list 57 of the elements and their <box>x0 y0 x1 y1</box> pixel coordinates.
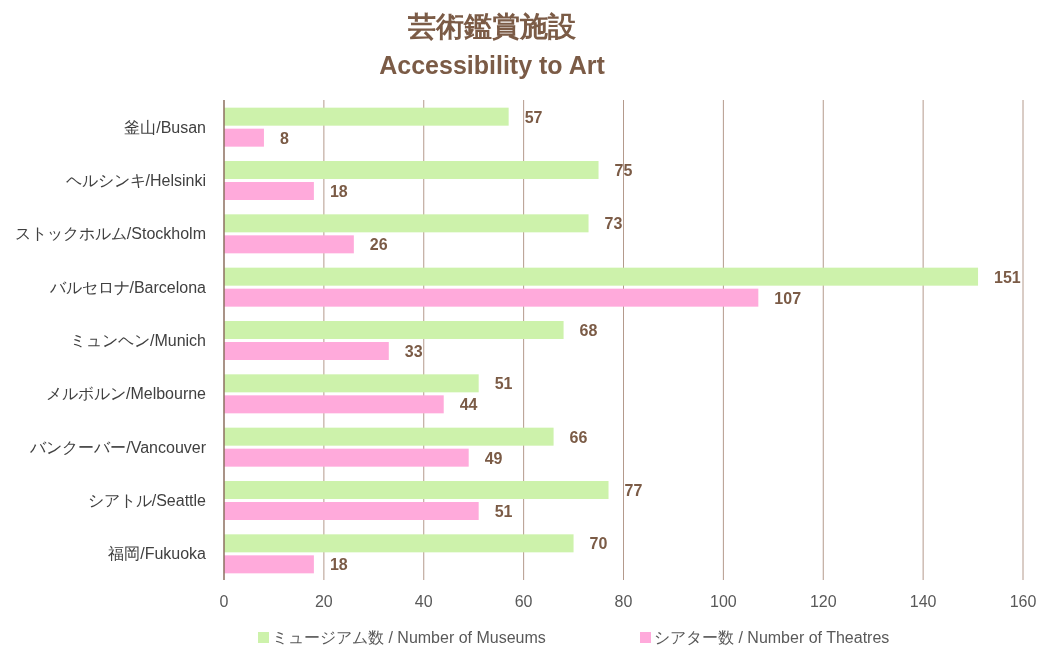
x-tick-label: 120 <box>809 593 837 610</box>
bar <box>224 427 554 446</box>
data-label: 18 <box>329 183 348 200</box>
x-tick-label: 140 <box>909 593 937 610</box>
bar <box>224 128 264 147</box>
bar <box>224 267 979 286</box>
x-tick-label: 160 <box>1009 593 1037 610</box>
legend-label: シアター数 / Number of Theatres <box>654 629 890 646</box>
y-tick-label: ミュンヘン/Munich <box>69 332 206 349</box>
data-label: 51 <box>494 503 513 520</box>
bar <box>224 235 354 254</box>
bar <box>224 395 444 414</box>
data-label: 107 <box>774 289 802 307</box>
bar <box>224 321 564 339</box>
y-tick-label: 福岡/Fukuoka <box>108 545 207 563</box>
data-label: 66 <box>569 428 588 446</box>
data-label: 57 <box>524 108 543 126</box>
bar <box>224 214 589 233</box>
y-tick-label: 釜山/Busan <box>124 118 206 136</box>
chart-subtitle: Accessibility to Art <box>379 51 606 79</box>
y-tick-label: バンクーバー/Vancouver <box>29 438 207 456</box>
y-tick-label: バルセロナ/Barcelona <box>48 278 207 296</box>
data-label: 151 <box>994 268 1021 286</box>
bar <box>224 288 759 307</box>
y-tick-label: シアトル/Seattle <box>87 492 207 509</box>
data-label: 77 <box>624 482 643 499</box>
bar <box>224 107 509 126</box>
bar <box>224 481 609 499</box>
y-tick-label: ヘルシンキ/Helsinki <box>65 172 206 189</box>
data-label: 44 <box>459 396 478 414</box>
data-label: 73 <box>604 215 623 233</box>
data-label: 68 <box>579 322 598 339</box>
chart-title: 芸術鑑賞施設 <box>407 11 576 42</box>
y-tick-label: メルボルン/Melbourne <box>45 385 207 403</box>
x-tick-label: 100 <box>710 593 737 610</box>
bar <box>224 374 479 393</box>
x-tick-label: 40 <box>414 593 433 610</box>
bar <box>224 534 574 553</box>
x-tick-label: 80 <box>614 593 633 610</box>
data-label: 26 <box>369 236 388 254</box>
bar <box>224 448 469 467</box>
x-tick-label: 0 <box>219 593 229 610</box>
bar <box>224 342 389 360</box>
data-label: 49 <box>484 449 503 467</box>
bar <box>224 182 314 200</box>
legend-label: ミュージアム数 / Number of Museums <box>272 629 546 646</box>
x-tick-label: 20 <box>314 593 333 610</box>
data-label: 8 <box>279 129 289 147</box>
data-label: 18 <box>329 556 348 574</box>
bar <box>224 502 479 520</box>
y-tick-label: ストックホルム/Stockholm <box>14 225 206 243</box>
x-tick-label: 60 <box>514 593 533 610</box>
data-label: 33 <box>404 343 423 360</box>
bar <box>224 555 314 574</box>
data-label: 70 <box>589 535 608 553</box>
data-label: 51 <box>494 375 513 393</box>
bar <box>224 161 599 179</box>
